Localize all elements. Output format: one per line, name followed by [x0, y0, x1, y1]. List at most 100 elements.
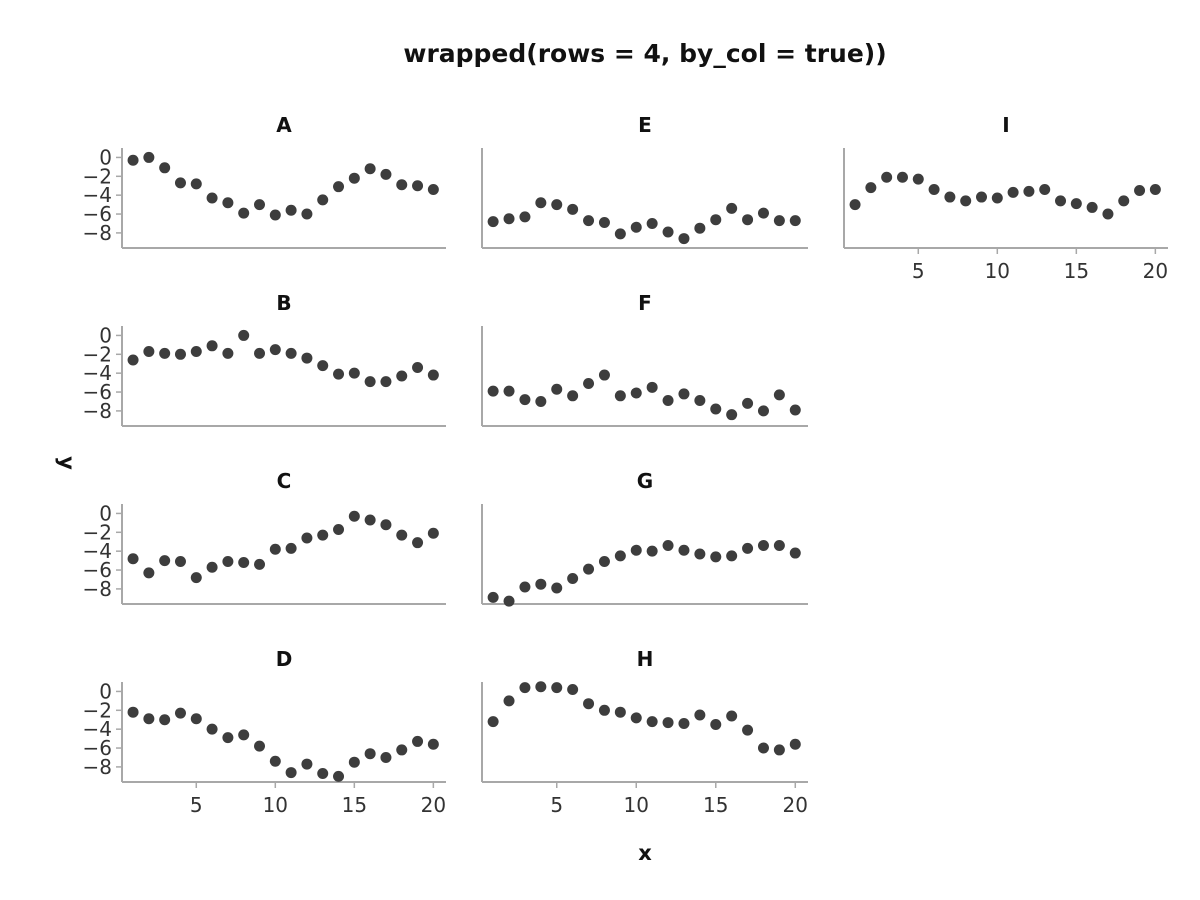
data-point-C-7 [222, 556, 234, 568]
data-point-A-1 [127, 154, 139, 166]
panel-F: F [481, 291, 808, 427]
data-point-F-11 [646, 381, 658, 393]
panel-B: B 0−2−4−6−8 [83, 291, 446, 427]
data-point-F-15 [710, 403, 722, 415]
data-point-H-17 [742, 724, 754, 736]
data-point-E-11 [646, 217, 658, 229]
data-point-C-11 [285, 542, 297, 554]
data-point-G-3 [519, 581, 531, 593]
facet-panels: A0−2−4−6−8B0−2−4−6−8C0−2−4−6−8D0−2−4−6−8… [83, 113, 1169, 817]
panel-title-H: H [637, 647, 654, 671]
data-point-G-17 [742, 542, 754, 554]
data-point-F-2 [503, 385, 515, 397]
data-point-G-15 [710, 551, 722, 563]
data-point-A-15 [348, 172, 360, 184]
data-point-A-14 [333, 181, 345, 193]
data-point-G-20 [789, 547, 801, 559]
y-tick-label: −6 [83, 558, 112, 582]
data-point-H-9 [614, 706, 626, 718]
data-point-G-7 [583, 563, 595, 575]
data-point-E-16 [726, 202, 738, 214]
data-point-E-19 [773, 215, 785, 227]
data-point-D-20 [427, 738, 439, 750]
data-point-D-18 [396, 744, 408, 756]
panel-I: I 5 10 15 20 [843, 113, 1168, 283]
data-point-B-18 [396, 370, 408, 382]
data-point-G-12 [662, 540, 674, 552]
data-point-F-18 [757, 405, 769, 417]
y-tick-label: 0 [99, 501, 112, 525]
data-point-H-20 [789, 738, 801, 750]
data-point-E-18 [757, 207, 769, 219]
y-axis-label: y [55, 456, 79, 470]
data-point-G-10 [630, 544, 642, 556]
data-point-F-1 [487, 385, 499, 397]
data-point-F-19 [773, 389, 785, 401]
x-tick-label: 20 [1143, 259, 1168, 283]
data-point-D-1 [127, 706, 139, 718]
data-point-G-19 [773, 540, 785, 552]
data-point-H-10 [630, 712, 642, 724]
data-point-H-4 [535, 681, 547, 693]
data-point-D-16 [364, 748, 376, 760]
data-point-G-8 [598, 556, 610, 568]
data-point-A-19 [412, 180, 424, 192]
data-point-F-5 [551, 383, 563, 395]
data-point-F-10 [630, 387, 642, 399]
data-point-B-14 [333, 368, 345, 380]
data-point-C-8 [238, 556, 250, 568]
data-point-C-6 [206, 561, 218, 573]
data-point-H-6 [567, 684, 579, 696]
data-point-D-12 [301, 758, 313, 770]
data-point-A-4 [174, 177, 186, 189]
data-point-B-3 [159, 347, 171, 359]
x-tick-label: 20 [783, 793, 808, 817]
data-point-I-8 [960, 195, 972, 207]
data-point-I-17 [1102, 208, 1114, 220]
data-point-H-11 [646, 716, 658, 728]
panel-title-I: I [1002, 113, 1009, 137]
data-point-E-8 [598, 217, 610, 229]
data-point-E-17 [742, 214, 754, 226]
panel-title-A: A [276, 113, 292, 137]
data-point-D-17 [380, 751, 392, 763]
y-tick-label: 0 [99, 323, 112, 347]
data-point-I-15 [1070, 198, 1082, 210]
data-point-B-2 [143, 345, 155, 357]
panel-title-F: F [638, 291, 652, 315]
x-tick-label: 10 [263, 793, 288, 817]
panel-title-G: G [637, 469, 653, 493]
data-point-I-19 [1134, 184, 1146, 196]
data-point-D-2 [143, 713, 155, 725]
data-point-B-1 [127, 354, 139, 366]
data-point-C-14 [333, 523, 345, 535]
data-point-E-20 [789, 215, 801, 227]
panel-E: E [481, 113, 808, 249]
data-point-B-5 [190, 345, 202, 357]
y-tick-label: −6 [83, 736, 112, 760]
data-point-B-20 [427, 369, 439, 381]
x-tick-label: 20 [421, 793, 446, 817]
data-point-E-6 [567, 203, 579, 215]
data-point-G-4 [535, 578, 547, 590]
data-point-D-8 [238, 729, 250, 741]
data-point-E-3 [519, 211, 531, 223]
panel-title-B: B [276, 291, 291, 315]
data-point-D-4 [174, 707, 186, 719]
panel-C: C 0−2−4−6−8 [83, 469, 446, 605]
data-point-G-5 [551, 582, 563, 594]
data-point-E-12 [662, 226, 674, 238]
y-tick-label: −2 [83, 520, 112, 544]
data-point-E-7 [583, 215, 595, 227]
data-point-F-12 [662, 395, 674, 407]
data-point-D-3 [159, 714, 171, 726]
data-point-A-10 [269, 209, 281, 221]
data-point-I-1 [849, 199, 861, 211]
data-point-I-12 [1023, 185, 1035, 197]
data-point-B-19 [412, 362, 424, 374]
data-point-E-14 [694, 222, 706, 234]
y-tick-label: −8 [83, 221, 112, 245]
data-point-A-18 [396, 179, 408, 191]
data-point-A-6 [206, 192, 218, 204]
data-point-E-13 [678, 233, 690, 245]
